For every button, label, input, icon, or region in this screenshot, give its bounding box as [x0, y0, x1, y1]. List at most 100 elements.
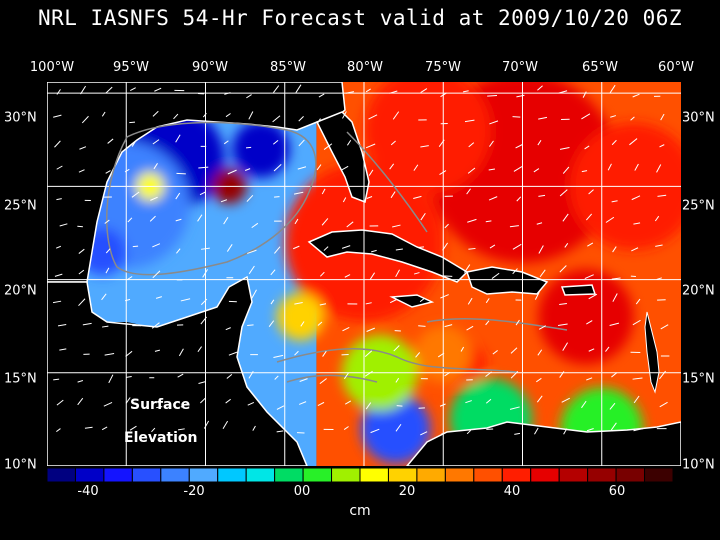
vector-arrow	[584, 274, 594, 280]
vector-arrow	[56, 198, 62, 201]
vector-arrow	[56, 428, 61, 433]
vector-arrow	[77, 380, 84, 383]
vector-arrow	[125, 397, 131, 404]
vector-arrow	[366, 196, 373, 199]
colorbar-cell	[387, 468, 418, 482]
vector-arrow	[392, 224, 401, 228]
vector-arrow	[413, 195, 422, 199]
vector-arrow	[81, 115, 89, 124]
vector-arrow	[53, 114, 62, 118]
vector-arrow	[489, 244, 496, 249]
vector-arrow	[634, 163, 639, 171]
vector-arrow	[609, 402, 616, 410]
colorbar-cell	[188, 468, 219, 482]
vector-arrow	[220, 199, 228, 203]
vector-arrow	[228, 351, 238, 356]
vector-arrow	[605, 346, 610, 352]
vector-arrow	[468, 247, 476, 250]
vector-arrow	[54, 140, 61, 148]
vector-arrow	[200, 316, 207, 325]
surface-current-vectors	[52, 84, 670, 436]
lon-label: 95°W	[113, 60, 149, 75]
vector-arrow	[202, 269, 208, 278]
vector-arrow	[248, 111, 254, 120]
vector-arrow	[395, 377, 400, 383]
colorbar-cell	[74, 468, 105, 482]
vector-arrow	[130, 87, 136, 92]
vector-arrow	[464, 119, 475, 123]
vector-arrow	[180, 298, 191, 302]
colorbar-cell	[131, 468, 162, 482]
vector-arrow	[272, 85, 280, 93]
vector-arrow	[514, 432, 521, 435]
vector-arrow	[562, 166, 570, 174]
vector-arrow	[439, 403, 446, 407]
vector-arrow	[227, 169, 237, 175]
vector-arrow	[395, 269, 400, 278]
vector-arrow	[347, 139, 352, 146]
vector-arrow	[488, 196, 498, 201]
vector-arrow	[226, 373, 233, 379]
vector-arrow	[274, 375, 279, 380]
vector-arrow	[175, 218, 182, 222]
vector-arrow	[660, 113, 665, 121]
vector-arrow	[101, 111, 106, 117]
lon-label: 65°W	[582, 60, 618, 75]
vector-arrow	[225, 113, 231, 118]
vector-arrow	[536, 222, 543, 225]
vector-arrow	[581, 113, 591, 120]
vector-arrow	[365, 402, 372, 410]
elevation-anomaly	[232, 120, 290, 178]
vector-arrow	[199, 397, 207, 404]
vector-arrow	[127, 217, 133, 223]
vector-arrow	[586, 320, 593, 325]
vector-arrow	[417, 246, 425, 248]
vector-arrow	[59, 348, 67, 351]
vector-arrow	[588, 293, 598, 300]
vector-arrow	[316, 164, 322, 171]
vector-arrow	[512, 243, 522, 250]
vector-arrow	[485, 220, 492, 223]
vector-arrow	[538, 116, 548, 120]
vector-arrow	[611, 139, 617, 146]
vector-arrow	[78, 269, 85, 275]
lon-label: 80°W	[347, 60, 383, 75]
vector-arrow	[152, 243, 161, 248]
vector-arrow	[225, 398, 231, 404]
vector-arrow	[631, 247, 639, 252]
colorbar-cell	[245, 468, 276, 482]
vector-arrow	[586, 428, 594, 432]
vector-arrow	[635, 298, 641, 305]
vector-arrow	[633, 428, 644, 432]
vector-arrow	[396, 405, 403, 407]
vector-arrow	[300, 321, 305, 327]
lat-label-left: 30°N	[4, 110, 37, 126]
vector-arrow	[197, 346, 202, 353]
vector-arrow	[175, 134, 181, 143]
vector-arrow	[299, 378, 308, 382]
vector-arrow	[537, 349, 543, 356]
vector-arrow	[610, 115, 617, 118]
vector-arrow	[175, 192, 181, 200]
vector-arrow	[442, 242, 448, 251]
vector-arrow	[491, 272, 500, 279]
vector-arrow	[59, 223, 68, 227]
vector-arrow	[395, 248, 403, 251]
vector-arrow	[341, 245, 351, 249]
vector-arrow	[345, 91, 355, 94]
vector-arrow	[393, 345, 400, 352]
vector-arrow	[225, 327, 231, 331]
colorbar-tick: -40	[77, 484, 99, 499]
vector-arrow	[562, 213, 569, 222]
vector-arrow	[223, 140, 229, 145]
vector-arrow	[366, 327, 375, 332]
vector-arrow	[538, 245, 544, 254]
vector-arrow	[588, 348, 595, 352]
colorbar-unit: cm	[349, 503, 371, 519]
vector-arrow	[389, 90, 398, 94]
vector-arrow	[612, 293, 618, 302]
lat-label-left: 10°N	[4, 457, 37, 473]
vector-arrow	[270, 299, 275, 305]
vector-arrow	[156, 406, 163, 409]
vector-arrow	[659, 370, 666, 380]
